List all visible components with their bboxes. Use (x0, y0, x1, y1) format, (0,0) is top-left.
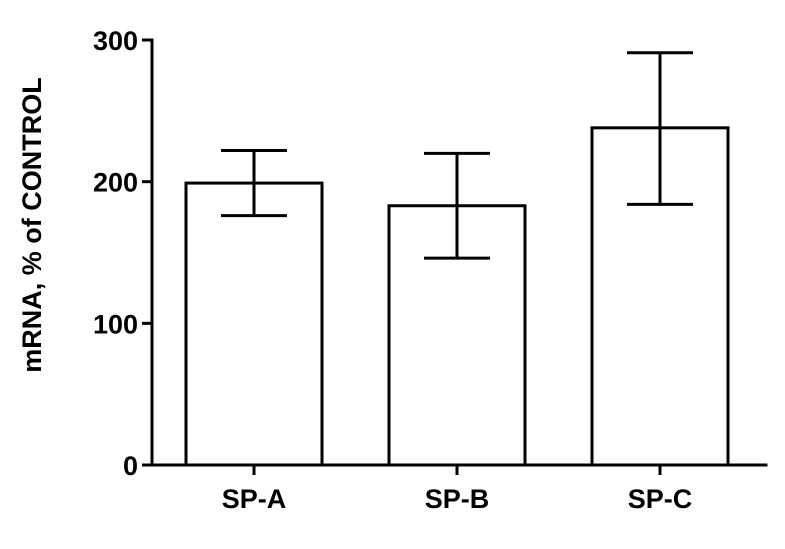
x-tick-label: SP-C (628, 484, 693, 514)
labels: mRNA, % of CONTROL (17, 77, 47, 372)
error-bars (221, 51, 693, 260)
y-tick-label: 0 (123, 451, 138, 481)
x-tick-label: SP-A (222, 484, 287, 514)
y-axis-label: mRNA, % of CONTROL (17, 77, 47, 372)
bars (184, 126, 730, 467)
y-tick-label: 100 (93, 309, 138, 339)
bar-sp-c (590, 126, 730, 467)
bar-sp-b (387, 204, 527, 467)
x-tick-label: SP-B (425, 484, 490, 514)
y-tick-label: 300 (93, 26, 138, 56)
y-tick-label: 200 (93, 168, 138, 198)
bar-sp-a (184, 181, 324, 467)
